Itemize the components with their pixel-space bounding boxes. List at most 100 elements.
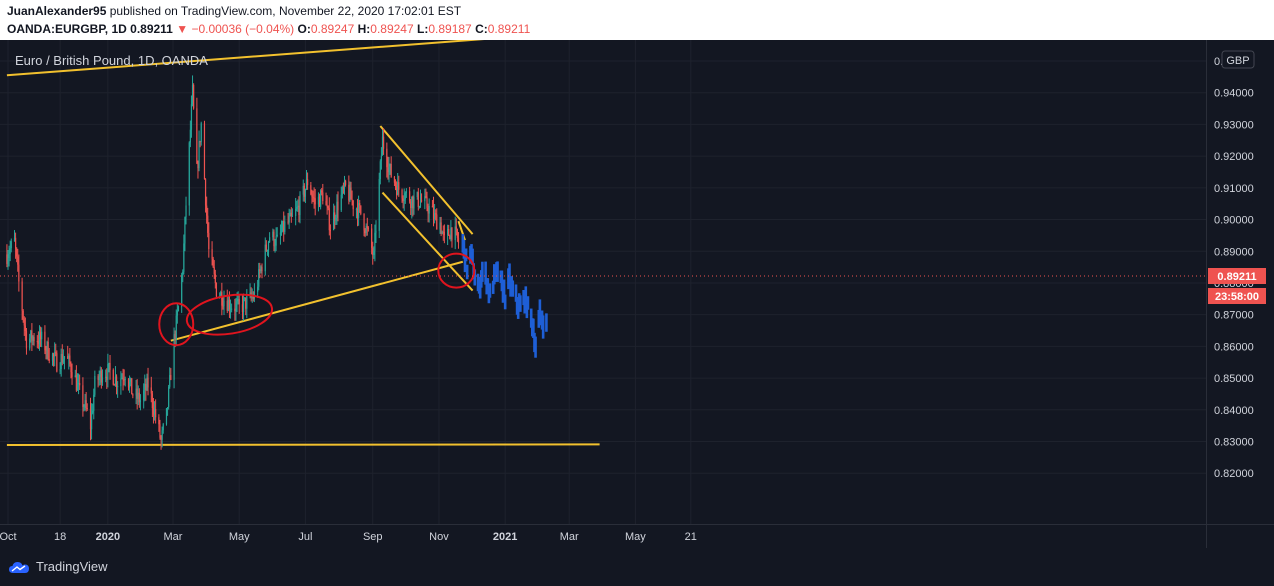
price-tick: 0.83000 bbox=[1214, 437, 1254, 449]
candle-body bbox=[98, 376, 100, 381]
candle-body bbox=[320, 190, 322, 207]
candle-body bbox=[403, 199, 405, 202]
candle-body bbox=[441, 231, 443, 235]
candle-body bbox=[101, 377, 104, 383]
candle-body bbox=[269, 237, 271, 242]
candle-body bbox=[442, 231, 444, 233]
candle-body bbox=[128, 381, 131, 388]
candle-body bbox=[145, 383, 147, 391]
candle-body bbox=[150, 387, 152, 394]
candle-body bbox=[310, 185, 312, 195]
candle-body bbox=[8, 254, 10, 259]
time-tick: Oct bbox=[0, 531, 17, 543]
candle-body bbox=[203, 123, 206, 180]
candle-body bbox=[379, 161, 381, 180]
candle-body bbox=[132, 394, 134, 396]
candle-body bbox=[215, 283, 218, 297]
candle-body bbox=[435, 213, 437, 215]
candle-body bbox=[402, 198, 404, 202]
candle-body bbox=[416, 192, 418, 198]
candle-body bbox=[47, 341, 49, 359]
candle-body bbox=[451, 227, 453, 241]
candle-body bbox=[242, 298, 245, 313]
candle-body bbox=[251, 296, 253, 298]
candle-body bbox=[208, 232, 210, 250]
candle-body bbox=[127, 378, 130, 388]
candle-body bbox=[287, 221, 289, 223]
candle-body bbox=[425, 196, 427, 198]
candle-body bbox=[291, 215, 294, 217]
candle-body bbox=[97, 375, 99, 381]
author-name[interactable]: JuanAlexander95 bbox=[7, 4, 107, 18]
candle-body bbox=[61, 354, 63, 363]
candle-body bbox=[447, 229, 449, 235]
candle-body bbox=[113, 384, 115, 386]
candle-body bbox=[135, 388, 137, 396]
footer-bar: TradingView bbox=[0, 548, 1274, 586]
candle-body bbox=[86, 407, 88, 409]
candle-body bbox=[305, 179, 308, 190]
candle-body bbox=[123, 379, 125, 381]
candle-body bbox=[329, 230, 331, 232]
candle-body bbox=[79, 383, 81, 386]
candle-body bbox=[252, 296, 254, 299]
candle-body bbox=[75, 375, 77, 391]
candle-body bbox=[434, 213, 436, 219]
candle-body bbox=[237, 298, 239, 302]
candle-body bbox=[322, 192, 324, 202]
candle-body bbox=[92, 410, 94, 413]
candle-body bbox=[191, 84, 194, 105]
candle-body bbox=[182, 271, 184, 276]
candle-body bbox=[74, 375, 76, 378]
candle-body bbox=[52, 354, 55, 357]
candle-body bbox=[143, 390, 145, 401]
candle-body bbox=[245, 297, 247, 309]
candle-body bbox=[299, 194, 301, 216]
candle-body bbox=[328, 208, 330, 231]
trendline-support bbox=[6, 443, 600, 447]
candle-body bbox=[257, 286, 259, 292]
time-axis[interactable]: Oct 18 2020 Mar May Jul Sep Nov 2021 Mar May 21 bbox=[0, 531, 697, 543]
candle-body bbox=[23, 319, 25, 326]
candle-body bbox=[115, 376, 118, 387]
down-arrow-icon: ▼ bbox=[176, 22, 189, 36]
candle-body bbox=[424, 196, 426, 202]
close-value: 0.89211 bbox=[487, 22, 531, 36]
price-chart[interactable]: 0.950000.940000.930000.920000.910000.900… bbox=[0, 29, 1274, 548]
candle-body bbox=[417, 192, 419, 207]
candle-body bbox=[188, 142, 190, 206]
candle-body bbox=[326, 205, 328, 207]
candle-body bbox=[84, 400, 86, 407]
low-value: 0.89187 bbox=[428, 22, 472, 36]
candle-body bbox=[6, 254, 8, 264]
candle-body bbox=[17, 256, 19, 265]
candle-body bbox=[184, 217, 186, 244]
candle-body bbox=[374, 232, 376, 251]
candle-body bbox=[426, 196, 428, 209]
candle-body bbox=[390, 164, 392, 177]
candle-body bbox=[122, 377, 124, 380]
chart-area[interactable]: 0.950000.940000.930000.920000.910000.900… bbox=[0, 29, 1274, 548]
candle-body bbox=[334, 212, 336, 221]
candle-body bbox=[85, 400, 87, 408]
candle-body bbox=[68, 355, 70, 359]
price-tag-label: 0.89211 bbox=[1217, 271, 1256, 283]
candle-body bbox=[398, 182, 400, 190]
tradingview-logo[interactable]: TradingView bbox=[8, 559, 108, 574]
candle-body bbox=[288, 216, 290, 223]
candle-body bbox=[439, 222, 441, 230]
candle-body bbox=[136, 388, 138, 399]
publish-header: JuanAlexander95 published on TradingView… bbox=[0, 0, 1274, 40]
candle-body bbox=[440, 222, 442, 235]
candle-body bbox=[342, 187, 345, 189]
candle-body bbox=[259, 269, 261, 272]
candle-body bbox=[297, 205, 299, 208]
candle-body bbox=[344, 180, 347, 185]
price-tick: 0.82000 bbox=[1214, 468, 1254, 480]
candle-body bbox=[314, 198, 316, 205]
currency-badge[interactable]: GBP bbox=[1221, 50, 1255, 69]
candle-body bbox=[327, 206, 329, 209]
candle-body bbox=[36, 340, 38, 342]
candle-body bbox=[76, 383, 79, 391]
candle-body bbox=[365, 226, 367, 234]
